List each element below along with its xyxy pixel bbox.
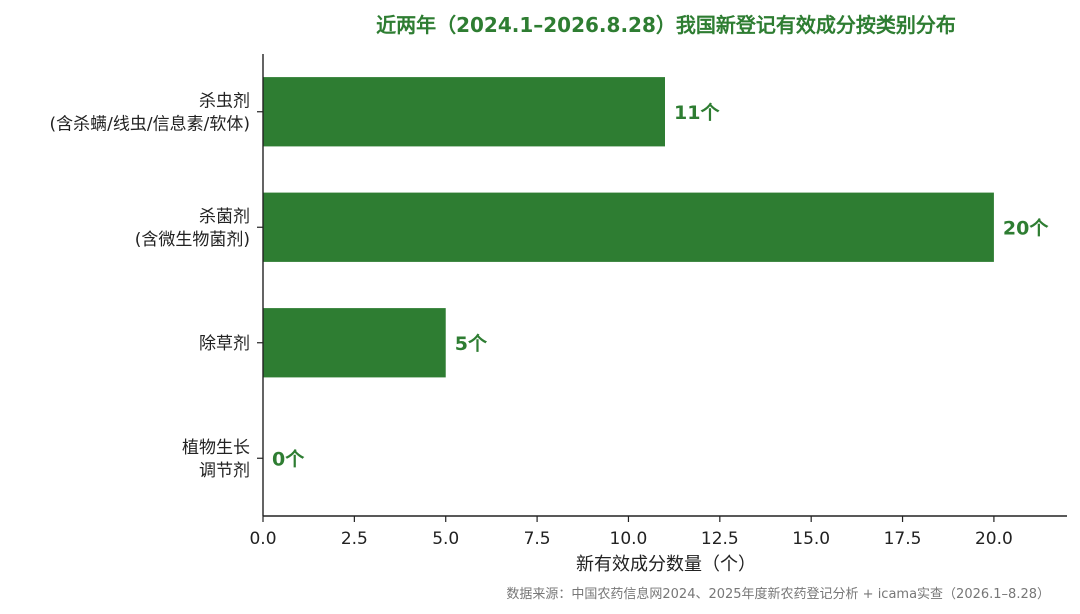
- category-label: 杀虫剂 (含杀螨/线虫/信息素/软体): [50, 91, 250, 134]
- category-label-line: 调节剂: [199, 461, 250, 481]
- x-tick-label: 12.5: [701, 529, 739, 549]
- bar: [263, 308, 446, 378]
- x-tick-label: 10.0: [610, 529, 648, 549]
- data-label: 11个: [674, 102, 720, 124]
- category-label-line: 植物生长: [182, 438, 250, 458]
- data-label: 0个: [272, 448, 305, 470]
- category-label: 杀菌剂 (含微生物菌剂): [135, 207, 250, 250]
- x-tick-label: 20.0: [975, 529, 1013, 549]
- bar: [263, 77, 665, 147]
- x-tick-label: 5.0: [432, 529, 459, 549]
- category-label-line: (含微生物菌剂): [135, 230, 250, 250]
- x-tick-label: 15.0: [792, 529, 830, 549]
- category-label-line: 杀菌剂: [199, 207, 250, 227]
- x-tick-label: 17.5: [884, 529, 922, 549]
- bars-layer: 11个 20个 5个 0个: [263, 77, 1049, 470]
- x-axis-label: 新有效成分数量（个）: [576, 554, 756, 575]
- x-tick-label: 2.5: [341, 529, 368, 549]
- data-label: 20个: [1003, 217, 1049, 239]
- source-note: 数据来源：中国农药信息网2024、2025年度新农药登记分析 + icama实查…: [506, 586, 1050, 602]
- chart-title: 近两年（2024.1–2026.8.28）我国新登记有效成分按类别分布: [376, 13, 956, 37]
- x-tick-label: 0.0: [249, 529, 276, 549]
- bar: [263, 192, 994, 262]
- category-label-line: 除草剂: [199, 334, 250, 354]
- category-label: 植物生长调节剂: [182, 438, 250, 481]
- category-label: 除草剂: [199, 334, 250, 354]
- data-label: 5个: [455, 333, 488, 355]
- x-tick-label: 7.5: [524, 529, 551, 549]
- category-label-line: (含杀螨/线虫/信息素/软体): [50, 114, 250, 134]
- category-label-line: 杀虫剂: [199, 91, 250, 111]
